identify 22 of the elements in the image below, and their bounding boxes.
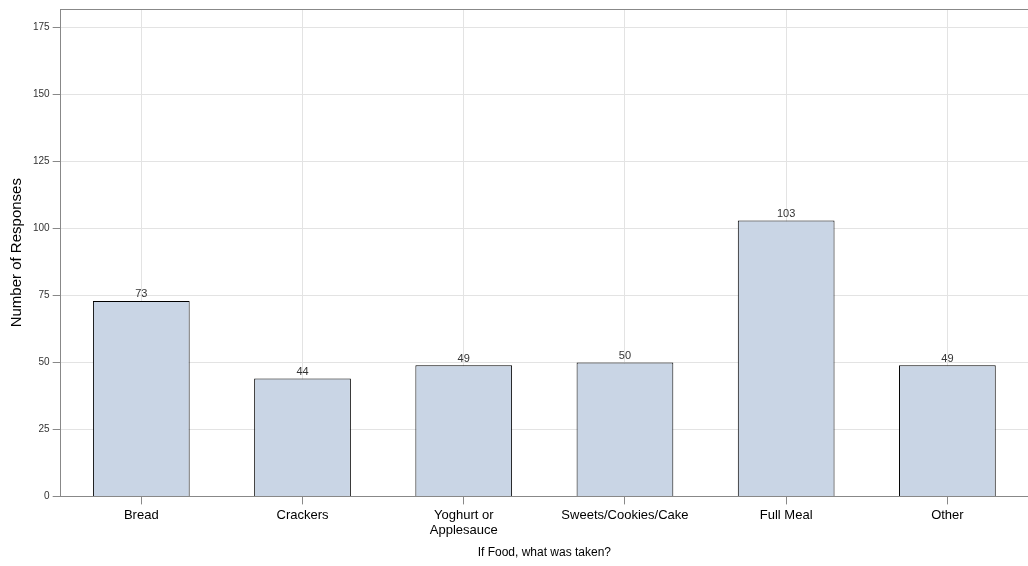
data-label: 49 [941,351,954,364]
x-tick-label: Full Meal [759,506,813,522]
data-label: 73 [135,287,148,300]
y-tick-label: 175 [33,21,51,33]
y-axis-title: Number of Responses [7,178,25,328]
data-label: 50 [618,349,632,362]
y-tick-label: 0 [44,490,51,502]
y-tick-label: 50 [38,356,51,368]
data-label: 44 [296,365,309,378]
y-tick-label: 150 [33,88,51,100]
y-tick-label: 25 [38,423,51,435]
data-label: 103 [776,207,796,220]
x-tick-label: Sweets/Cookies/Cake [561,506,689,522]
y-tick-label: 100 [33,222,51,234]
y-tick-label: 125 [33,155,51,167]
x-tick-label: Bread [123,506,159,522]
y-tick-label: 75 [38,289,51,301]
data-label: 49 [457,351,470,364]
x-tick-label: Yoghurt or Applesauce [429,506,498,538]
x-axis-title: If Food, what was taken? [477,545,612,560]
x-tick-label: Crackers [276,506,330,522]
x-tick-label: Other [931,506,965,522]
